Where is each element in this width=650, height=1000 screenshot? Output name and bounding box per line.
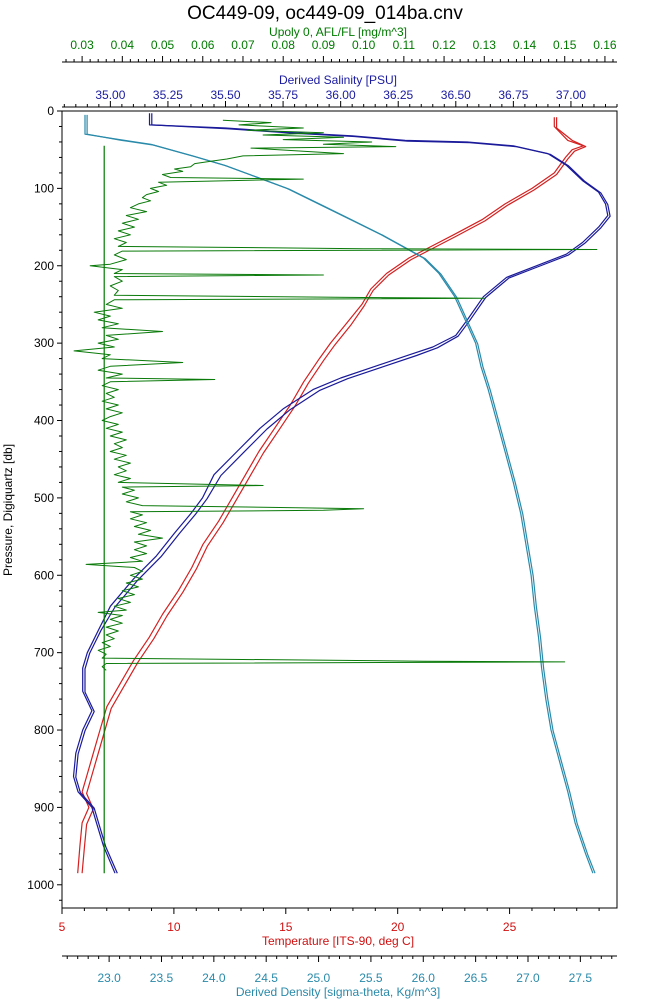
fluor-tick-label: 0.12 [432, 38, 456, 52]
pressure-tick-label: 1000 [27, 878, 54, 892]
fluor-tick-label: 0.08 [272, 38, 296, 52]
axis-temperature: Temperature [ITS-90, deg C] 5 10 15 20 25 [59, 908, 600, 948]
pressure-tick-label: 200 [34, 259, 54, 273]
fluorescence-axis-label: Upoly 0, AFL/FL [mg/m^3] [269, 25, 407, 39]
pressure-tick-label: 800 [34, 723, 54, 737]
density-tick-label: 25.0 [307, 971, 331, 985]
fluor-tick-label: 0.04 [111, 38, 135, 52]
density-tick-label: 27.5 [569, 971, 593, 985]
fluor-tick-label: 0.05 [151, 38, 175, 52]
density-axis-label: Derived Density [sigma-theta, Kg/m^3] [236, 985, 440, 999]
fluor-tick-label: 0.07 [231, 38, 255, 52]
fluor-tick-label: 0.10 [352, 38, 376, 52]
fluor-tick-label: 0.09 [312, 38, 336, 52]
salinity-profile-line [75, 113, 611, 874]
salinity-tick-label: 36.00 [326, 88, 356, 102]
fluor-tick-label: 0.03 [70, 38, 94, 52]
fluor-tick-label: 0.06 [191, 38, 215, 52]
salinity-tick-label: 36.25 [383, 88, 413, 102]
density-profile-line [84, 114, 594, 874]
pressure-tick-label: 300 [34, 336, 54, 350]
temperature-tick-label: 5 [59, 920, 66, 934]
temperature-axis-label: Temperature [ITS-90, deg C] [262, 934, 414, 948]
salinity-tick-label: 36.75 [498, 88, 528, 102]
pressure-axis-label: Pressure, Digiquartz [db] [1, 444, 15, 576]
salinity-tick-label: 36.50 [441, 88, 471, 102]
plot-area [61, 110, 618, 909]
axis-fluorescence: Upoly 0, AFL/FL [mg/m^3] 0.03 0.04 0.05 0.0… [62, 25, 617, 63]
chart-title: OC449-09, oc449-09_014ba.cnv [187, 3, 463, 24]
pressure-tick-label: 700 [34, 646, 54, 660]
pressure-tick-label: 600 [34, 568, 54, 582]
pressure-tick-label: 900 [34, 800, 54, 814]
axis-pressure: Pressure, Digiquartz [db] 0 100 200 300 400 5… [1, 104, 62, 901]
pressure-tick-label: 0 [47, 104, 54, 118]
pressure-tick-label: 100 [34, 181, 54, 195]
fluor-profile-line [73, 119, 598, 671]
axis-density: Derived Density [sigma-theta, Kg/m^3] 23… [62, 955, 617, 999]
salinity-tick-label: 35.50 [210, 88, 240, 102]
density-tick-label: 23.0 [97, 971, 121, 985]
density-tick-label: 26.0 [412, 971, 436, 985]
salinity-tick-label: 37.00 [556, 88, 586, 102]
temperature-tick-label: 20 [391, 920, 405, 934]
salinity-profile-line [72, 113, 609, 874]
fluor-tick-label: 0.14 [513, 38, 537, 52]
temperature-tick-label: 15 [279, 920, 293, 934]
fluor-tick-label: 0.11 [393, 38, 416, 52]
density-tick-label: 23.5 [150, 971, 174, 985]
salinity-tick-label: 35.25 [153, 88, 183, 102]
series-layer [72, 113, 611, 874]
pressure-axis-ticks: 0 100 200 300 400 500 600 700 800 900 1000 [27, 104, 62, 901]
temperature-profile-line [77, 117, 585, 874]
salinity-tick-label: 35.75 [268, 88, 298, 102]
density-axis-ticks: 23.0 23.5 24.0 24.5 25.0 25.5 26.0 26.5 27.0 27.5 [62, 955, 617, 985]
fluor-tick-label: 0.15 [553, 38, 577, 52]
density-tick-label: 25.5 [359, 971, 383, 985]
salinity-tick-label: 35.00 [95, 88, 125, 102]
density-tick-label: 24.0 [202, 971, 226, 985]
salinity-axis-label: Derived Salinity [PSU] [279, 73, 397, 87]
axis-salinity: Derived Salinity [PSU] 35.00 35.25 35.50 35… [62, 73, 618, 108]
temperature-tick-label: 10 [167, 920, 181, 934]
pressure-tick-label: 500 [34, 491, 54, 505]
density-tick-label: 27.0 [516, 971, 540, 985]
fluor-tick-label: 0.16 [593, 38, 617, 52]
salinity-axis-ticks: 35.00 35.25 35.50 35.75 36.00 36.25 36.50 36.75… [62, 88, 618, 108]
fluor-tick-label: 0.13 [473, 38, 497, 52]
temperature-axis-ticks: 5 10 15 20 25 [59, 908, 600, 934]
temperature-profile-line [81, 117, 587, 874]
plot-frame [61, 110, 618, 909]
density-profile-line [86, 114, 596, 874]
pressure-tick-label: 400 [34, 414, 54, 428]
temperature-tick-label: 25 [503, 920, 517, 934]
density-tick-label: 24.5 [255, 971, 279, 985]
fluorescence-axis-ticks: 0.03 0.04 0.05 0.06 0.07 0.08 0.09 0.10 0.11 0.12… [62, 38, 617, 63]
density-tick-label: 26.5 [464, 971, 488, 985]
